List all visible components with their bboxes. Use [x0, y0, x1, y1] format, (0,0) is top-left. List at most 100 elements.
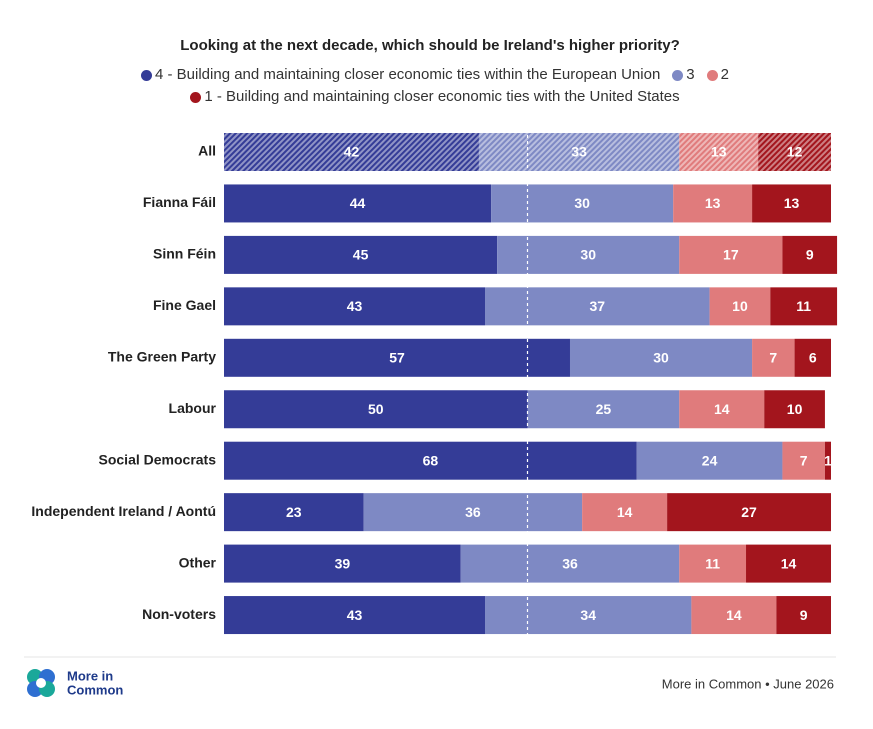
legend: 4 - Building and maintaining closer econ… — [70, 64, 800, 108]
data-label: 33 — [571, 144, 587, 160]
bar-segment — [224, 596, 486, 635]
bar-segment — [224, 338, 570, 377]
data-label: 36 — [465, 504, 481, 520]
data-label: 36 — [562, 555, 578, 571]
data-label: 9 — [806, 247, 814, 263]
legend-swatch — [141, 69, 152, 81]
bar-segment — [679, 133, 759, 171]
bar-segment — [679, 235, 783, 274]
chart-title: Looking at the next decade, which should… — [180, 37, 679, 54]
data-label: 13 — [711, 144, 727, 160]
bar-segment — [758, 133, 831, 171]
category-label: Sinn Féin — [153, 246, 216, 262]
bar-segment — [460, 544, 680, 583]
bar-segment — [752, 184, 831, 223]
data-label: 57 — [389, 350, 405, 366]
data-label: 39 — [335, 555, 351, 571]
bar-segment — [782, 441, 825, 480]
category-label: Fianna Fáil — [143, 194, 216, 210]
category-label: Independent Ireland / Aontú — [31, 503, 216, 519]
bar-segment — [794, 338, 831, 377]
data-label: 43 — [347, 298, 363, 314]
legend-swatch — [190, 91, 202, 103]
data-label: 30 — [574, 195, 590, 211]
bar-segment — [527, 390, 680, 429]
bar-segment — [673, 184, 753, 223]
bar-segment — [582, 493, 668, 532]
data-label: 37 — [590, 298, 606, 314]
category-label: Fine Gael — [153, 297, 216, 313]
data-label: 10 — [732, 298, 748, 314]
bar-segment — [224, 441, 637, 480]
legend-item: 1 - Building and maintaining closer econ… — [190, 86, 680, 108]
data-label: 11 — [705, 555, 720, 571]
category-label: Labour — [169, 400, 217, 416]
data-label: 27 — [741, 504, 757, 520]
legend-label: 4 - Building and maintaining closer econ… — [155, 66, 661, 83]
bar-segment — [224, 287, 486, 326]
legend-swatch — [706, 69, 718, 81]
data-label: 10 — [787, 401, 803, 417]
bar-segment — [224, 235, 498, 274]
legend-item: 3 — [672, 64, 695, 86]
legend-label: 3 — [686, 66, 695, 83]
bar-segment — [224, 133, 479, 171]
data-label: 1 — [824, 452, 832, 468]
category-label: Non-voters — [142, 606, 216, 622]
logo-text: More in — [67, 668, 113, 683]
bar-segment — [824, 441, 831, 480]
data-label: 45 — [353, 247, 369, 263]
bar-segment — [485, 596, 692, 635]
data-label: 34 — [580, 607, 596, 623]
bar-segment — [782, 235, 838, 274]
bar-segment — [746, 544, 831, 583]
data-label: 14 — [781, 555, 797, 571]
data-label: 13 — [705, 195, 721, 211]
bar-segment — [764, 390, 825, 429]
data-label: 68 — [423, 452, 439, 468]
data-label: 12 — [787, 144, 803, 160]
data-label: 6 — [809, 350, 817, 366]
category-label: The Green Party — [108, 349, 216, 365]
data-label: 9 — [800, 607, 808, 623]
bar-segment — [478, 133, 680, 171]
bar-segment — [691, 596, 777, 635]
data-label: 14 — [726, 607, 742, 623]
bar-segment — [709, 287, 771, 326]
bar-segment — [569, 338, 753, 377]
data-label: 13 — [784, 195, 800, 211]
data-label: 50 — [368, 401, 384, 417]
data-label: 7 — [769, 350, 777, 366]
logo-text: Common — [67, 682, 123, 697]
bar-segment — [224, 184, 492, 223]
legend-item: 4 - Building and maintaining closer econ… — [141, 64, 660, 86]
data-label: 24 — [702, 452, 718, 468]
category-label: All — [198, 143, 216, 159]
bar-segment — [224, 390, 528, 429]
bar-segment — [752, 338, 795, 377]
data-label: 43 — [347, 607, 363, 623]
data-label: 25 — [596, 401, 612, 417]
logo — [27, 669, 55, 697]
data-label: 7 — [800, 452, 808, 468]
data-label: 44 — [350, 195, 366, 211]
bar-segment — [485, 287, 710, 326]
data-label: 30 — [580, 247, 596, 263]
legend-label: 1 - Building and maintaining closer econ… — [204, 88, 680, 105]
data-label: 17 — [723, 247, 739, 263]
bar-segment — [667, 493, 831, 532]
bar-segment — [224, 544, 461, 583]
bar-segment — [491, 184, 674, 223]
bar-segment — [679, 390, 765, 429]
bar-segment — [636, 441, 783, 480]
category-label: Social Democrats — [99, 451, 217, 467]
bar-segment — [776, 596, 831, 635]
bar-segment — [363, 493, 583, 532]
source: More in Common • June 2026 — [662, 676, 834, 691]
data-label: 30 — [653, 350, 669, 366]
bar-segment — [679, 544, 747, 583]
data-label: 11 — [796, 298, 811, 314]
bar-segment — [770, 287, 838, 326]
